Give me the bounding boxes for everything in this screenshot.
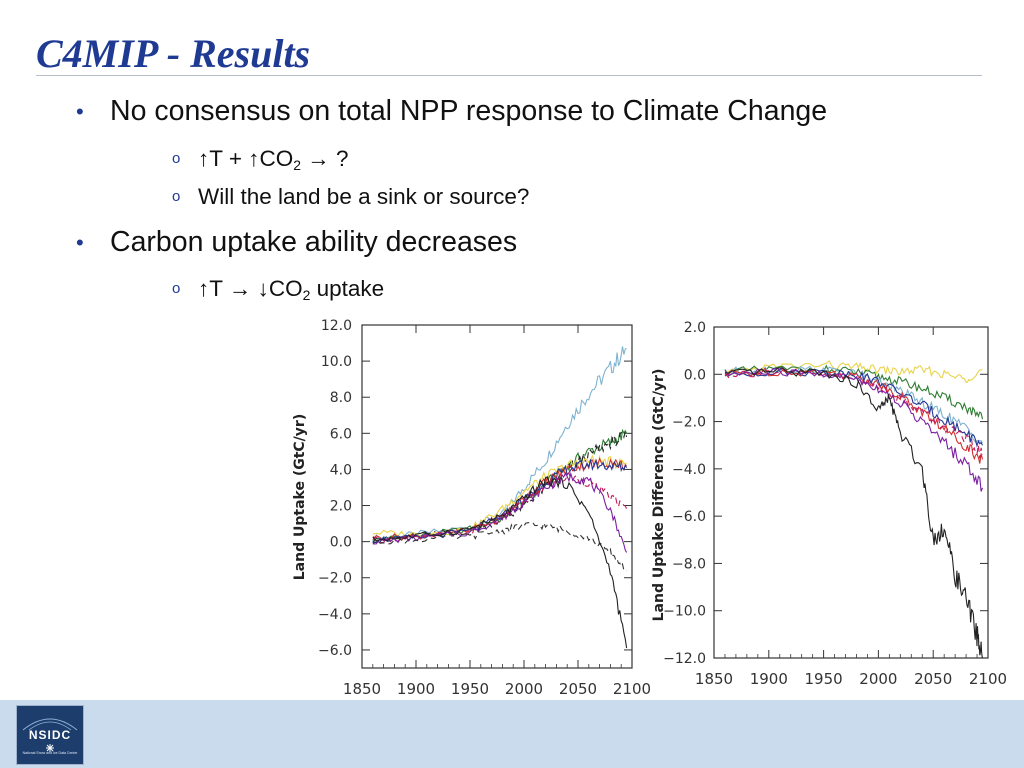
series-line [372, 521, 627, 572]
sub-bullet-text-pre: ↑T + ↑CO [198, 146, 294, 171]
series-line [372, 476, 628, 649]
y-axis-label: Land Uptake (GtC/yr) [292, 414, 308, 580]
plot-frame [361, 324, 633, 669]
sub-bullet-text-pre: ↑T → ↓CO [198, 276, 303, 301]
y-tick-label: −2.0 [318, 571, 352, 587]
y-tick-label: 8.0 [330, 390, 352, 406]
sub-bullet-ring-icon: o [172, 150, 181, 167]
x-tick-label: 2050 [914, 670, 952, 688]
y-tick-label: 6.0 [330, 426, 352, 442]
sub-bullet-ring-icon: o [172, 188, 181, 205]
y-tick-label: −2.0 [672, 415, 706, 431]
chart-2: 1850 1900 1950 2000 2050 2100 2.0 0.0 −2.0 −4.0 −6… [651, 320, 1007, 688]
globe-arc-icon [22, 718, 78, 752]
y-tick-label: −4.0 [318, 607, 352, 623]
series-line [724, 368, 984, 459]
bullet-text: Carbon uptake ability decreases [110, 226, 518, 258]
bullet-dot-icon: • [76, 99, 84, 124]
y-tick-label: −12.0 [663, 651, 706, 667]
sub-bullet-text-post: uptake [310, 276, 385, 301]
x-tick-label: 2100 [969, 670, 1007, 688]
series-line [724, 364, 984, 420]
y-tick-label: −4.0 [672, 462, 706, 478]
x-tick-label: 2000 [859, 670, 897, 688]
x-tick-label: 1950 [805, 670, 843, 688]
x-tick-label: 1850 [343, 680, 381, 698]
y-tick-label: 10.0 [321, 354, 352, 370]
plot-frame [713, 326, 989, 659]
x-tick-label: 2050 [559, 680, 597, 698]
series-line [372, 457, 627, 542]
x-tick-label: 2100 [613, 680, 651, 698]
sub-bullet-item: o ↑T + ↑CO2 → ? [172, 146, 349, 173]
bullet-item: • Carbon uptake ability decreases [76, 226, 518, 259]
logo-subtext: National Snow and Ice Data Center [22, 751, 78, 755]
series-line [724, 367, 984, 464]
sub-bullet-item: o Will the land be a sink or source? [172, 184, 530, 210]
y-tick-label: −6.0 [672, 509, 706, 525]
x-tick-label: 1950 [451, 680, 489, 698]
x-tick-label: 1900 [750, 670, 788, 688]
series-line [724, 365, 983, 444]
series-line [372, 428, 628, 543]
bullet-dot-icon: • [76, 230, 84, 255]
logo-text: NSIDC [28, 728, 72, 742]
chart-1: 1850 1900 1950 2000 2050 2100 12.0 10.0 8.0 6.0 4.… [292, 318, 651, 698]
slide-title: C4MIP - Results [36, 31, 311, 76]
y-tick-label: 12.0 [321, 318, 352, 334]
nsidc-logo: NSIDC National Snow and Ice Data Center [16, 705, 84, 765]
title-divider [36, 75, 982, 76]
bullet-text: No consensus on total NPP response to Cl… [110, 95, 828, 127]
subscript: 2 [293, 157, 301, 173]
x-tick-label: 1900 [397, 680, 435, 698]
y-tick-label: 0.0 [684, 367, 706, 383]
sub-bullet-ring-icon: o [172, 280, 181, 297]
y-tick-label: 2.0 [330, 499, 352, 515]
x-tick-label: 1850 [695, 670, 733, 688]
sub-bullet-text: Will the land be a sink or source? [198, 184, 530, 209]
sub-bullet-text-post: → ? [301, 146, 349, 171]
sub-bullet-item: o ↑T → ↓CO2 uptake [172, 276, 385, 303]
series-line [724, 367, 984, 659]
footer-bar [0, 700, 1024, 768]
y-tick-label: 0.0 [330, 535, 352, 551]
y-tick-label: 4.0 [330, 462, 352, 478]
x-tick-label: 2000 [505, 680, 543, 698]
y-tick-label: −8.0 [672, 556, 706, 572]
series-line [372, 458, 628, 544]
y-tick-label: −10.0 [663, 604, 706, 620]
bullet-item: • No consensus on total NPP response to … [76, 95, 828, 128]
y-tick-label: −6.0 [318, 643, 352, 659]
y-tick-label: 2.0 [684, 320, 706, 336]
y-axis-label: Land Uptake Difference (GtC/yr) [651, 369, 667, 622]
subscript: 2 [302, 287, 311, 303]
series-line [372, 429, 628, 544]
